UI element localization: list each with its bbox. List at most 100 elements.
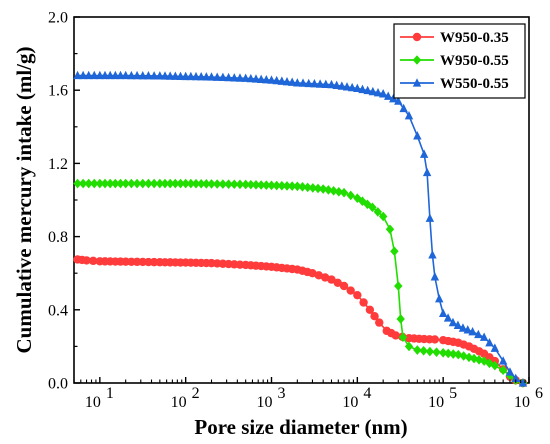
legend-item: W550-0.55	[400, 76, 509, 92]
data-point	[149, 71, 159, 80]
data-point	[181, 178, 190, 189]
data-point	[171, 178, 180, 189]
data-point	[449, 349, 458, 359]
data-point	[389, 93, 398, 103]
x-tick-exponent: 6	[535, 385, 543, 402]
data-point	[282, 76, 292, 86]
data-point	[334, 186, 344, 197]
data-point	[78, 178, 88, 189]
data-point	[308, 183, 318, 193]
data-point	[474, 329, 483, 339]
data-point	[368, 86, 378, 96]
series-line	[77, 258, 524, 384]
data-point	[378, 211, 388, 222]
data-point	[342, 82, 352, 91]
data-point	[448, 317, 458, 327]
x-tick-exponent: 4	[363, 385, 371, 402]
legend-marker	[412, 78, 422, 87]
data-point	[346, 286, 355, 295]
data-point	[298, 78, 308, 87]
legend: W950-0.35 W950-0.55 W550-0.55	[393, 23, 526, 99]
data-point	[160, 178, 170, 189]
data-point	[398, 332, 408, 343]
data-point	[149, 178, 159, 189]
data-point	[262, 180, 271, 190]
x-axis: 10 1 10 2 10 3 10 4 10 5 10 6	[73, 377, 543, 411]
y-tick-label: 1.6	[48, 83, 68, 100]
x-tick-label: 10	[342, 394, 358, 411]
data-point	[293, 78, 302, 87]
data-point	[207, 72, 216, 81]
data-point	[272, 75, 281, 85]
data-point	[78, 70, 88, 80]
data-point	[321, 79, 331, 89]
data-point	[100, 178, 110, 189]
legend-item: W950-0.35	[400, 30, 509, 46]
x-tick-label: 10	[428, 394, 444, 411]
data-point	[359, 298, 368, 307]
data-point	[196, 178, 206, 189]
data-point	[373, 87, 383, 97]
data-point	[230, 73, 239, 82]
data-point	[375, 318, 384, 327]
data-point	[127, 178, 136, 189]
data-point	[444, 348, 453, 359]
data-point	[339, 281, 349, 291]
data-point	[127, 70, 136, 80]
data-point	[463, 325, 472, 334]
data-point	[518, 378, 528, 387]
data-point	[155, 178, 165, 189]
data-point	[511, 373, 520, 383]
data-point	[430, 272, 440, 281]
x-tick-exponent: 1	[106, 385, 114, 402]
data-point	[453, 320, 463, 329]
data-point	[224, 179, 233, 189]
data-point	[277, 180, 287, 191]
data-point	[84, 70, 93, 80]
chart-marks	[73, 70, 528, 388]
data-point	[121, 178, 130, 189]
data-point	[404, 341, 414, 352]
data-point	[213, 72, 222, 81]
data-point	[246, 73, 256, 83]
data-point	[262, 74, 271, 84]
data-point	[144, 178, 153, 189]
data-point	[218, 72, 228, 82]
data-point	[396, 314, 405, 324]
data-point	[277, 76, 287, 85]
data-point	[373, 207, 383, 217]
data-point	[435, 294, 444, 303]
data-point	[251, 180, 261, 190]
legend-label: W950-0.35	[440, 30, 509, 46]
data-point	[329, 186, 338, 196]
data-point	[218, 179, 228, 189]
data-point	[84, 178, 93, 189]
x-tick-label: 10	[514, 394, 530, 411]
data-point	[82, 256, 91, 265]
data-point	[138, 70, 147, 80]
data-point	[419, 149, 429, 158]
data-point	[438, 348, 448, 358]
data-point	[207, 179, 216, 189]
x-tick-label: 10	[257, 394, 273, 411]
data-point	[432, 347, 441, 357]
legend-label: W950-0.55	[440, 53, 509, 69]
data-point	[176, 178, 185, 189]
data-point	[191, 178, 201, 189]
data-point	[413, 345, 422, 355]
legend-marker	[412, 32, 422, 42]
data-point	[320, 273, 330, 282]
data-point	[353, 193, 362, 203]
data-point	[430, 335, 440, 344]
data-point	[256, 74, 266, 84]
data-point	[347, 82, 357, 92]
data-point	[165, 178, 175, 189]
data-point	[378, 89, 388, 98]
x-tick-label: 10	[171, 394, 187, 411]
data-point	[235, 73, 245, 82]
data-point	[498, 356, 508, 365]
data-point	[363, 85, 372, 95]
data-point	[490, 360, 500, 371]
data-point	[391, 331, 400, 340]
